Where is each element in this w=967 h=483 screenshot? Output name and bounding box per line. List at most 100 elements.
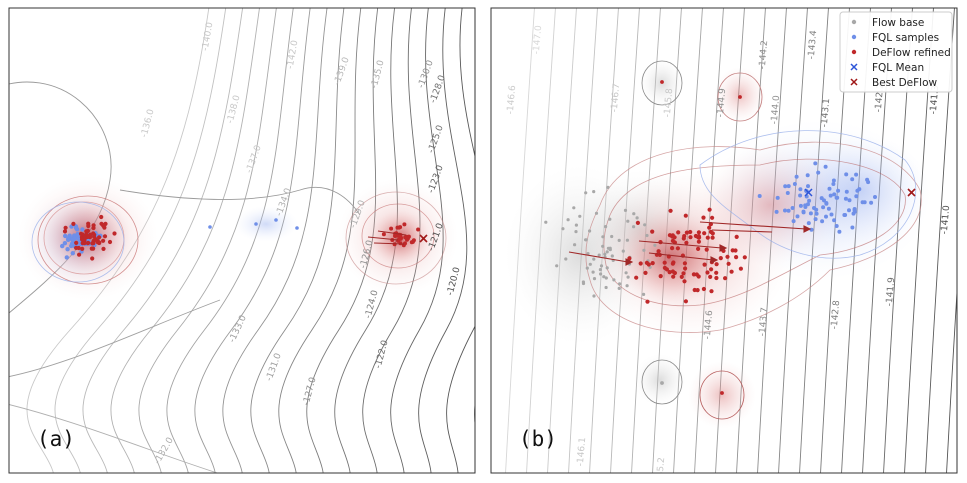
flow-base-point: [606, 185, 610, 189]
fql-sample-point: [62, 241, 68, 246]
deflow-refined-point: [91, 246, 96, 251]
flow-base-point: [592, 190, 596, 194]
contour-label: -146.6: [506, 85, 519, 115]
deflow-refined-point: [80, 241, 85, 246]
fql-sample-point: [843, 213, 848, 217]
contour-label: -144.0: [770, 95, 783, 125]
deflow-refined-point: [709, 267, 714, 272]
flow-base-point: [623, 208, 628, 212]
flow-base-point: [592, 294, 596, 298]
deflow-refined-point: [734, 234, 739, 239]
deflow-refined-point: [86, 223, 91, 229]
deflow-refined-point: [627, 256, 632, 261]
fql-sample-point: [854, 194, 859, 199]
legend-marker: [851, 49, 857, 55]
deflow-refined-point: [402, 222, 407, 227]
contour-label: -146.1: [576, 437, 588, 467]
fql-sample-point: [873, 195, 877, 199]
contour-label: -144.9: [716, 88, 729, 118]
deflow-refined-point: [702, 231, 707, 236]
legend: Flow base FQL samples DeFlow refined FQL Me…: [839, 11, 953, 93]
flow-base-point: [591, 270, 595, 274]
deflow-refined-point: [676, 230, 681, 235]
fql-sample-point: [208, 225, 212, 229]
fql-sample-point: [820, 219, 825, 224]
deflow-refined-point: [704, 247, 709, 252]
fql-sample-point: [295, 226, 299, 230]
deflow-refined-point: [738, 95, 742, 99]
flow-base-point: [625, 238, 630, 242]
flow-base-point: [578, 214, 582, 218]
deflow-refined-point: [675, 246, 681, 251]
fql-sample-point: [69, 243, 74, 249]
fql-sample-point: [857, 187, 862, 192]
best-deflow-marker: [907, 188, 916, 197]
deflow-refined-point: [681, 271, 686, 276]
flow-base-point: [621, 249, 625, 253]
fql-sample-point: [795, 214, 800, 219]
deflow-refined-point: [62, 229, 68, 234]
flow-base-point: [584, 191, 588, 195]
deflow-refined-point: [411, 238, 416, 243]
deflow-refined-point: [696, 246, 701, 251]
fql-sample-point: [852, 208, 857, 213]
contour-line: [166, 8, 294, 473]
deflow-refined-point: [634, 275, 639, 280]
flow-base-point: [604, 276, 608, 280]
flow-base-point: [610, 234, 614, 239]
fql-sample-point: [792, 182, 797, 186]
contour-label: -146.7: [610, 83, 622, 113]
deflow-refined-point: [381, 232, 386, 237]
fql-sample-point: [274, 218, 278, 222]
deflow-refined-point: [77, 252, 82, 257]
flow-base-point: [617, 238, 621, 242]
fql-sample-point: [847, 208, 851, 213]
fql-sample-point: [834, 224, 839, 228]
fql-sample-point: [816, 170, 821, 175]
fql-sample-point: [828, 193, 833, 198]
deflow-refined-point: [707, 225, 712, 230]
deflow-refined-point: [688, 235, 693, 240]
contour-label: -142.8: [830, 300, 843, 330]
deflow-refined-point: [97, 235, 102, 240]
contour-line: [222, 8, 328, 473]
legend-item: FQL samples: [851, 32, 939, 44]
contour-line: [26, 8, 210, 473]
flow-base-point: [626, 219, 630, 223]
deflow-refined-point: [82, 237, 87, 242]
flow-base-point: [642, 292, 646, 296]
fql-sample-point: [824, 201, 829, 205]
fql-sample-point: [801, 209, 806, 214]
deflow-refined-point: [101, 246, 106, 251]
legend-item: FQL Mean: [850, 62, 924, 74]
legend-label: Flow base: [872, 17, 924, 29]
deflow-refined-point: [645, 299, 650, 304]
deflow-refined-point: [63, 225, 68, 230]
legend-label: FQL samples: [872, 32, 939, 44]
fql-sample-point: [73, 225, 79, 231]
flow-base-point: [584, 238, 588, 242]
fql-sample-point: [814, 211, 819, 216]
fql-sample-point: [254, 222, 258, 226]
deflow-refined-point: [684, 240, 689, 245]
fql-sample-point: [831, 182, 836, 186]
fql-sample-point: [786, 184, 791, 189]
deflow-refined-point: [708, 274, 713, 279]
fql-sample-point: [829, 212, 834, 217]
deflow-refined-point: [701, 215, 706, 220]
fql-sample-point: [844, 172, 849, 177]
deflow-refined-point: [696, 230, 702, 235]
flow-base-point: [604, 285, 608, 290]
deflow-refined-point: [683, 299, 689, 304]
flow-base-point: [599, 264, 604, 268]
flow-base-point: [588, 262, 592, 266]
deflow-refined-point: [74, 240, 79, 245]
best-deflow-marker: [419, 234, 428, 243]
deflow-refined-point: [695, 288, 700, 293]
deflow-refined-point: [635, 220, 641, 225]
flow-base-point: [574, 230, 578, 234]
flow-base-point: [598, 268, 603, 272]
deflow-refined-point: [405, 236, 410, 241]
deflow-refined-point: [76, 245, 81, 251]
fql-sample-point: [775, 195, 780, 200]
